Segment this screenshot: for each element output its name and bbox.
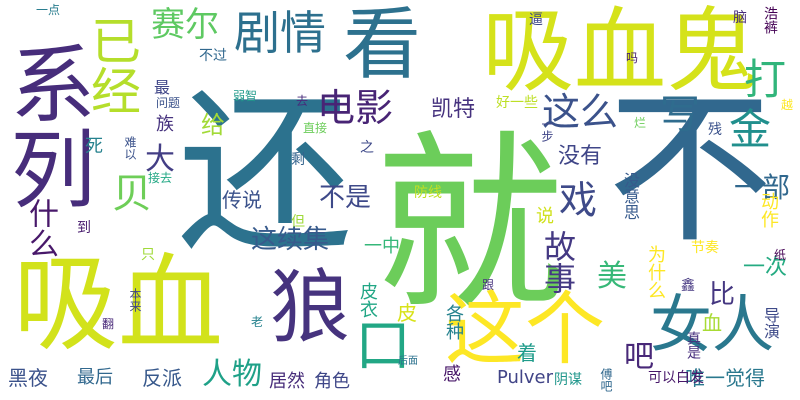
word-bu: 不 (607, 73, 773, 266)
word-zu: 族 (156, 114, 174, 135)
word-mei: 美 (597, 259, 627, 294)
word-yidian: 一点 (35, 3, 61, 17)
word-yibu2: 一步 (540, 118, 554, 142)
word-fangxian: 防线 (414, 185, 442, 201)
word-chuanshuo: 传说 (222, 188, 262, 212)
word-shuo: 说 (536, 206, 554, 227)
word-piyi: 皮衣 (357, 282, 378, 318)
word-yue: 越 (780, 98, 794, 112)
word-bi: 比 (708, 280, 736, 310)
word-lang: 狼 (270, 261, 350, 354)
word-yizhong: 一中 (364, 236, 400, 257)
word-yici: 一次 (742, 255, 788, 280)
word-da2: 大 (145, 142, 175, 177)
word-dao: 到 (77, 220, 91, 236)
word-haoku: 浩裤 (762, 6, 778, 34)
word-kou: 口 (355, 314, 411, 379)
word-ba: 吧 (618, 340, 653, 370)
word-gan: 感 (443, 364, 461, 385)
word-dongzuo: 动作 (758, 192, 779, 228)
word-xue: 血 (702, 311, 722, 335)
word-weiyijuede: 唯一觉得 (685, 366, 765, 390)
word-qu: 去 (295, 94, 309, 108)
word-dan: 但 (291, 214, 305, 230)
word-zhijie: 直接 (302, 121, 328, 135)
word-fuba: 傅吧 (599, 368, 613, 392)
word-xixue: 吸血 (12, 243, 224, 366)
word-bi2: 逼 (529, 12, 543, 28)
word-ma: 吗 (625, 51, 639, 65)
word-jiaose: 角色 (314, 371, 350, 392)
word-lan: 烂 (633, 116, 647, 130)
word-zhexuji: 这续集 (250, 225, 330, 255)
word-nanyi: 难以 (123, 136, 137, 160)
word-meiyisi: 没意思 (621, 172, 640, 220)
word-renwu: 人物 (202, 357, 262, 392)
word-jiu: 就 (374, 114, 566, 335)
word-kan: 看 (342, 0, 422, 90)
word-dianying: 电影 (316, 86, 394, 130)
word-can: 残 (708, 122, 722, 138)
word-gen: 跟 (481, 278, 495, 292)
word-zhi: 纸 (773, 248, 787, 262)
word-bei: 贝 (105, 172, 151, 212)
word-jiequ: 接去 (147, 171, 173, 185)
word-shenme: 什么 (23, 198, 58, 258)
word-zheme: 这么 (541, 90, 619, 134)
word-juqing: 剧情 (234, 6, 326, 60)
word-kaite: 凯特 (430, 97, 476, 122)
word-zhi2: 之 (360, 140, 374, 156)
word-houmian: 后面 (398, 356, 418, 367)
word-heiye: 黑夜 (8, 366, 48, 390)
word-benlai: 本来 (128, 288, 142, 312)
word-nvren: 女人 (649, 288, 775, 361)
word-zhege: 这个 (445, 283, 605, 376)
word-si: 死 (82, 136, 103, 154)
word-zuihou: 最后 (77, 367, 113, 388)
word-jin: 金 (728, 105, 772, 154)
word-xilie: 系列 (0, 40, 95, 210)
word-xi: 戏 (558, 178, 598, 222)
word-lao: 老 (250, 315, 264, 329)
word-gei: 给 (201, 111, 225, 139)
word-zhe: 着 (517, 341, 537, 365)
word-gezhong: 各种 (443, 304, 464, 340)
word-wenti: 问题 (155, 96, 181, 110)
word-pi: 皮 (397, 301, 417, 325)
word-xin: 鑫 (681, 278, 695, 294)
word-yibu: 一部 (733, 171, 791, 204)
word-fanpai: 反派 (142, 366, 182, 390)
word-saier: 赛尔 (151, 5, 219, 45)
word-yinmou: 阴谋 (554, 372, 582, 388)
word-ruozhi: 弱智 (232, 89, 258, 103)
word-zui: 最 (153, 78, 171, 97)
word-zhenshi: 真是 (685, 331, 701, 359)
word-juran: 居然 (269, 371, 305, 392)
word-hai: 还 (177, 73, 353, 277)
word-haoyixie: 好一些 (496, 95, 538, 111)
word-nao: 脑 (733, 10, 747, 26)
word-fan: 翻 (101, 317, 115, 331)
word-daoyan: 导演 (761, 307, 780, 339)
word-bushi: 不是 (318, 183, 372, 213)
word-jiezou: 节奏 (691, 240, 719, 256)
word-xie: 写 (660, 92, 700, 138)
word-buguo: 不过 (199, 48, 227, 64)
word-pulver: Pulver (496, 367, 554, 388)
word-meiyou: 没有 (557, 144, 603, 169)
word-keyibaifa: 可以白发 (648, 370, 704, 386)
word-weishenme: 为什么 (645, 245, 666, 299)
word-zhi3: 只 (141, 247, 155, 263)
word-gushi: 故事 (539, 230, 577, 294)
word-da: 打 (743, 55, 787, 104)
word-xixuegui: 吸血鬼 (481, 0, 759, 105)
word-sheng: 剩 (291, 152, 305, 168)
word-yijing: 已经 (83, 15, 141, 115)
